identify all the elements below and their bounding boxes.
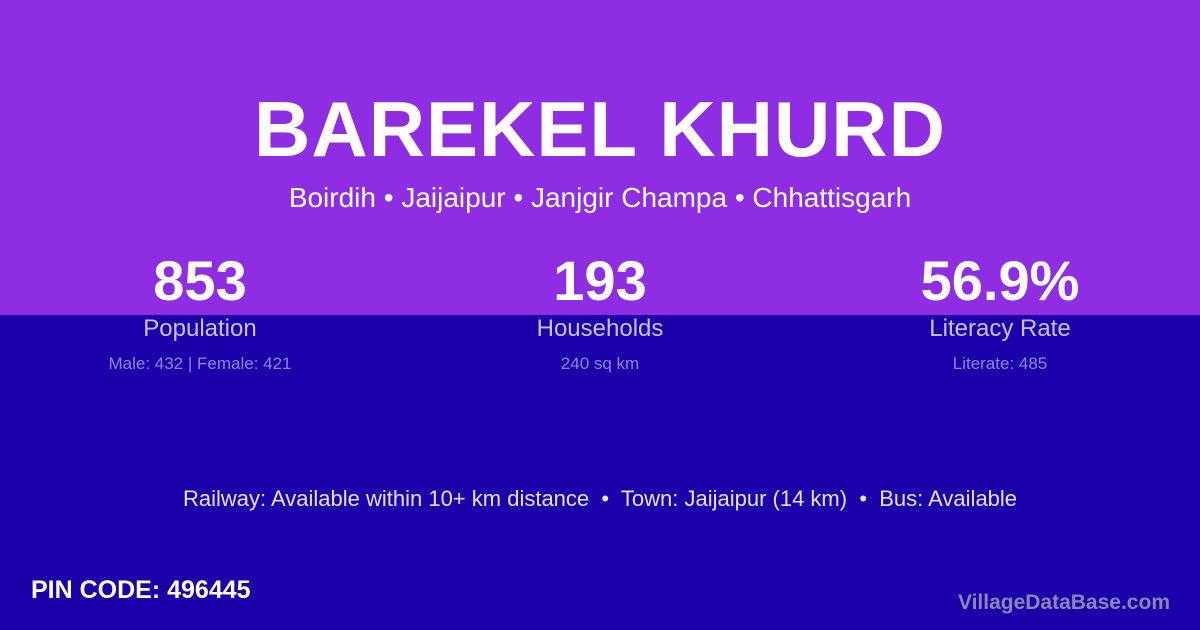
village-name: BAREKEL KHURD [254, 85, 946, 173]
stat-label: Literacy Rate [929, 315, 1071, 342]
header-band [0, 0, 1200, 315]
stat-detail: 240 sq km [560, 354, 640, 373]
stat-label: Population [143, 315, 257, 342]
stat-detail: Male: 432 | Female: 421 [108, 354, 292, 373]
stat-value: 56.9% [920, 249, 1080, 312]
pin-code: PIN CODE: 496445 [31, 576, 251, 604]
stat-label: Households [536, 315, 664, 342]
connectivity-info: Railway: Available within 10+ km distanc… [182, 486, 1018, 511]
brand-logo: VillageDataBase.com [957, 591, 1170, 614]
location-breadcrumb: Boirdih • Jaijaipur • Janjgir Champa • C… [288, 182, 912, 213]
stat-detail: Literate: 485 [952, 354, 1048, 373]
stat-value: 853 [153, 249, 247, 312]
stat-value: 193 [553, 249, 647, 312]
